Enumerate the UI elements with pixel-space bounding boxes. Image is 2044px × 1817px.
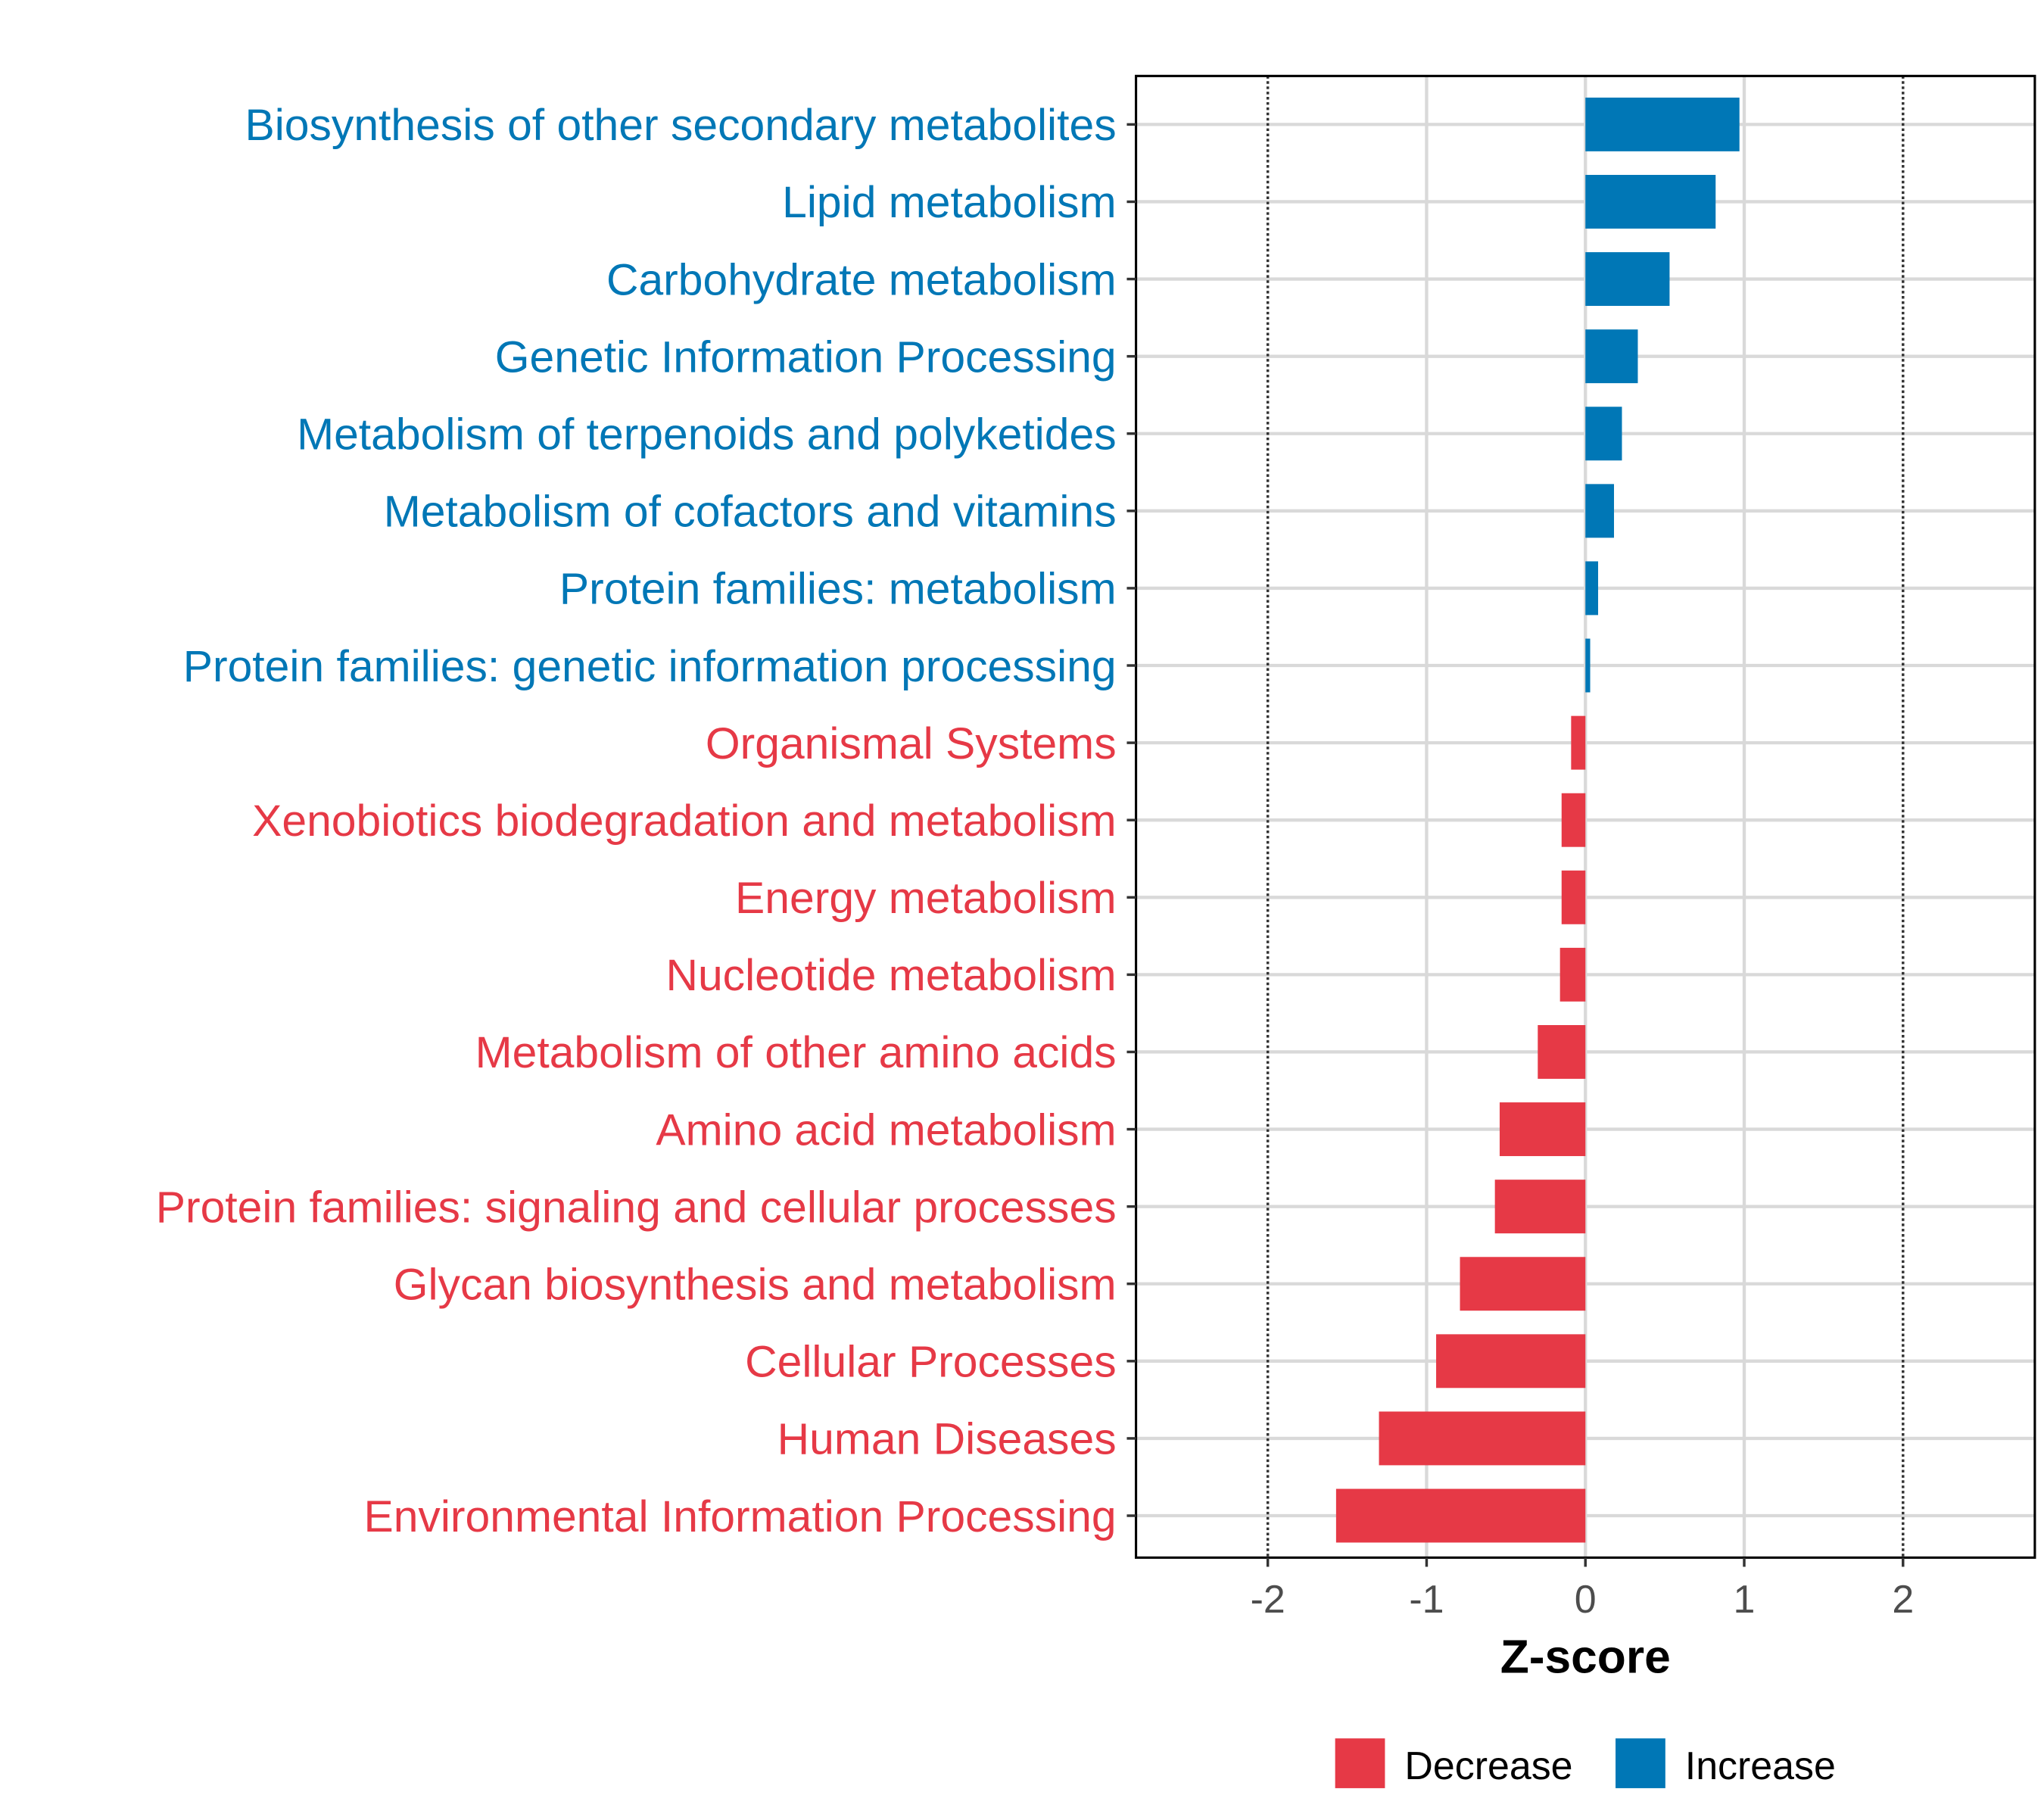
bar [1585, 97, 1740, 151]
bar [1460, 1257, 1586, 1311]
bar [1585, 407, 1622, 461]
x-tick-label: 1 [1734, 1578, 1756, 1622]
category-label: Energy metabolism [735, 874, 1117, 923]
x-axis-title: Z-score [1500, 1632, 1671, 1684]
category-label: Protein families: genetic information pr… [183, 642, 1117, 691]
bar [1585, 561, 1599, 616]
bar [1538, 1025, 1586, 1079]
legend-label-decrease: Decrease [1404, 1744, 1572, 1788]
legend-label-increase: Increase [1685, 1744, 1836, 1788]
bar [1585, 638, 1591, 693]
x-tick-label: 2 [1892, 1578, 1914, 1622]
bar [1585, 175, 1716, 229]
category-label: Biosynthesis of other secondary metaboli… [245, 101, 1116, 150]
category-label: Carbohydrate metabolism [606, 255, 1117, 304]
category-label: Lipid metabolism [782, 178, 1116, 227]
bar [1559, 947, 1586, 1002]
category-label: Metabolism of terpenoids and polyketides [297, 410, 1117, 460]
category-label: Protein families: metabolism [559, 565, 1117, 614]
category-label: Human Diseases [777, 1415, 1117, 1464]
category-label: Nucleotide metabolism [665, 951, 1116, 1000]
category-label: Amino acid metabolism [656, 1105, 1116, 1155]
bar [1335, 1488, 1586, 1543]
reference-lines [1266, 76, 1905, 1558]
category-label: Environmental Information Processing [363, 1492, 1116, 1541]
x-tick-label: -2 [1251, 1578, 1285, 1622]
category-label: Metabolism of other amino acids [475, 1028, 1117, 1077]
bar [1436, 1334, 1586, 1388]
category-label: Cellular Processes [745, 1338, 1116, 1387]
legend: Decrease Increase [1335, 1738, 1836, 1788]
bar [1379, 1411, 1586, 1466]
bar [1561, 870, 1586, 924]
category-label: Genetic Information Processing [495, 332, 1117, 382]
category-label: Glycan biosynthesis and metabolism [394, 1261, 1117, 1310]
bar [1585, 329, 1638, 384]
category-label: Metabolism of cofactors and vitamins [384, 488, 1117, 537]
bars [1335, 97, 1740, 1543]
legend-swatch-increase [1616, 1738, 1665, 1788]
bar [1585, 252, 1670, 307]
category-label: Xenobiotics biodegradation and metabolis… [252, 796, 1116, 846]
bar [1494, 1180, 1586, 1234]
bar [1571, 715, 1586, 770]
x-axis-ticks: -2 -1 0 1 2 [1251, 1557, 1914, 1622]
bar [1585, 484, 1614, 538]
category-label: Protein families: signaling and cellular… [156, 1183, 1117, 1232]
legend-swatch-decrease [1335, 1738, 1385, 1788]
bar [1561, 793, 1586, 847]
category-labels: Biosynthesis of other secondary metaboli… [156, 101, 1136, 1541]
bar [1499, 1102, 1586, 1157]
x-tick-label: 0 [1575, 1578, 1597, 1622]
x-tick-label: -1 [1409, 1578, 1444, 1622]
category-label: Organismal Systems [706, 719, 1117, 768]
